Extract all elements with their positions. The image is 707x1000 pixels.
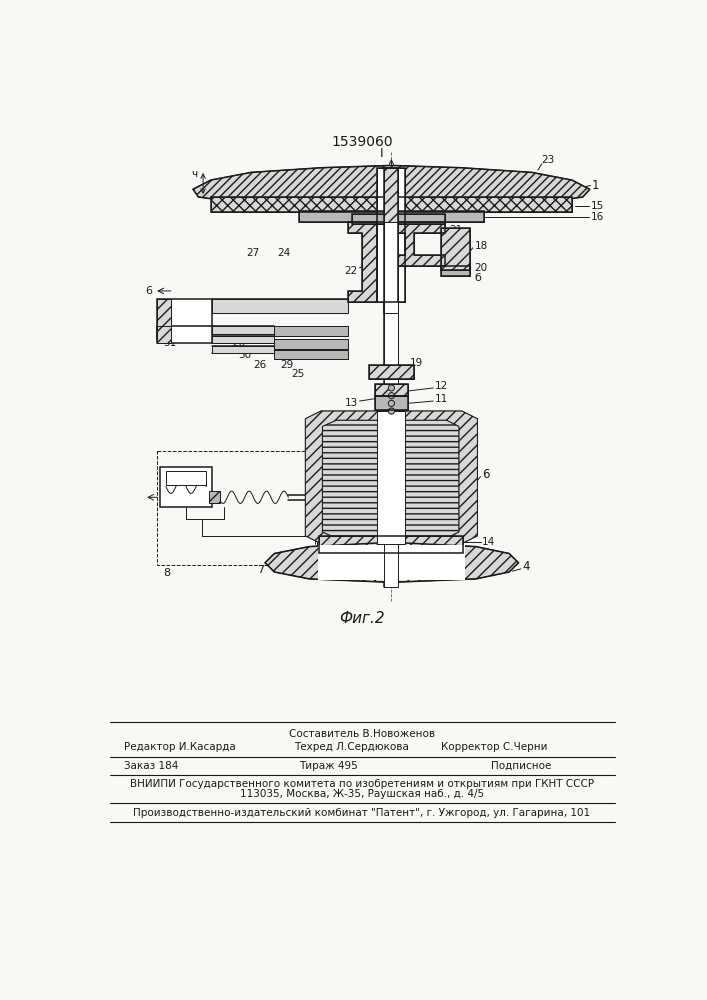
Bar [378,411,405,543]
Bar [274,350,348,359]
Bar [375,396,408,410]
Text: 23: 23 [542,155,555,165]
Text: I: I [380,147,383,160]
Text: 10: 10 [449,214,462,224]
Circle shape [388,385,395,391]
Bar [375,384,408,396]
Bar [156,451,315,565]
Bar [156,326,170,343]
Text: Подписное: Подписное [491,761,551,771]
Text: 18: 18 [474,241,488,251]
Bar [352,214,445,224]
Text: 4: 4 [522,560,530,573]
Bar [369,365,414,379]
Bar [441,228,470,270]
Bar [209,491,220,503]
Polygon shape [193,165,590,208]
Text: б: б [474,273,481,283]
Text: 24: 24 [277,248,291,258]
Text: 19: 19 [410,358,423,368]
Bar [441,266,470,276]
Text: 1: 1 [592,179,600,192]
Text: 7: 7 [257,565,264,575]
Bar [317,545,465,580]
Text: 21: 21 [449,225,462,235]
Text: 11: 11 [435,394,448,404]
Text: 12: 12 [435,381,448,391]
Bar [352,214,445,224]
Text: ВНИИПИ Государственного комитета по изобретениям и открытиям при ГКНТ СССР: ВНИИПИ Государственного комитета по изоб… [130,779,594,789]
Text: 29: 29 [281,360,294,370]
Text: 22: 22 [344,266,357,276]
Bar [385,222,398,312]
Bar [375,396,408,410]
Bar [212,336,274,343]
Bar [212,326,274,334]
Bar [320,536,464,553]
Text: 6: 6 [482,468,489,481]
Polygon shape [265,543,518,582]
Circle shape [388,408,395,414]
Text: Составитель В.Новоженов: Составитель В.Новоженов [289,729,435,739]
Bar [378,168,405,302]
Bar [385,168,398,302]
Bar [156,299,212,339]
Text: Корректор С.Черни: Корректор С.Черни [441,742,547,752]
Bar [156,326,212,343]
Text: 13: 13 [345,398,358,408]
Circle shape [388,393,395,399]
Text: 113035, Москва, Ж-35, Раушская наб., д. 4/5: 113035, Москва, Ж-35, Раушская наб., д. … [240,789,484,799]
Text: Заказ 184: Заказ 184 [124,761,178,771]
Bar [299,211,484,222]
Text: 30: 30 [238,350,251,360]
Text: Редактор И.Касарда: Редактор И.Касарда [124,742,235,752]
Polygon shape [322,420,459,538]
Text: 26: 26 [253,360,267,370]
Text: 1539060: 1539060 [331,135,393,149]
Bar [160,466,212,507]
Bar [320,536,464,553]
Text: 20: 20 [474,263,487,273]
Text: 16: 16 [590,212,604,222]
Text: ч: ч [192,169,197,179]
Text: 28: 28 [232,338,245,348]
Bar [211,197,572,212]
Bar [212,299,348,313]
Text: а: а [372,232,378,242]
Bar [156,299,170,339]
Bar [274,339,348,349]
Text: Техред Л.Сердюкова: Техред Л.Сердюкова [293,742,409,752]
Text: 15: 15 [590,201,604,211]
Bar [369,365,414,379]
Bar [378,168,405,302]
Text: 6: 6 [146,286,153,296]
Bar [166,471,206,485]
Text: 31: 31 [163,338,177,348]
Polygon shape [322,420,459,538]
Text: 14: 14 [482,537,496,547]
Bar [375,384,408,396]
Bar [385,168,398,302]
Bar [441,228,470,270]
Polygon shape [348,222,378,302]
Bar [274,326,348,336]
Bar [299,211,484,222]
Bar [212,346,274,353]
Text: Производственно-издательский комбинат "Патент", г. Ужгород, ул. Гагарина, 101: Производственно-издательский комбинат "П… [134,808,590,818]
Bar [441,266,470,276]
Bar [211,197,572,212]
Text: 8: 8 [163,568,170,578]
Text: 25: 25 [291,369,305,379]
Polygon shape [305,411,477,544]
Polygon shape [398,222,445,266]
Text: 27: 27 [247,248,259,258]
Text: Тираж 495: Тираж 495 [299,761,358,771]
Polygon shape [305,411,477,544]
Circle shape [388,400,395,406]
Text: Фиг.2: Фиг.2 [339,611,385,626]
Bar [385,302,398,587]
